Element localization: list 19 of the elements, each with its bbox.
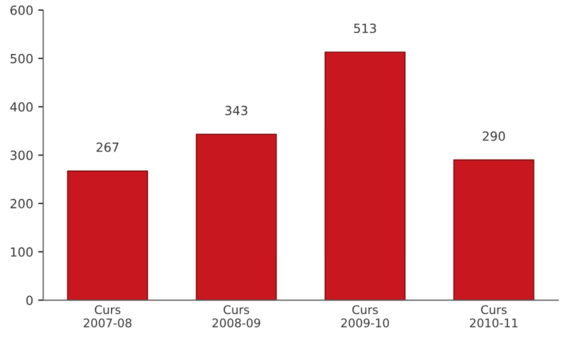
y-tick-label: 100 — [10, 247, 33, 257]
bar — [196, 134, 277, 300]
data-label: 267 — [96, 142, 118, 152]
y-tick-label: 0 — [26, 296, 33, 306]
bar — [324, 52, 406, 300]
y-tick-label: 500 — [10, 54, 33, 64]
data-label: 343 — [225, 106, 248, 116]
x-tick-label: Curs 2007-08 — [84, 305, 132, 328]
y-tick-label: 200 — [10, 198, 33, 208]
y-tick-label: 600 — [10, 6, 33, 15]
data-label: 513 — [354, 24, 376, 34]
x-tick-label: Curs 2009-10 — [341, 305, 389, 328]
bar — [453, 159, 534, 300]
data-label: 290 — [482, 131, 505, 141]
x-tick-label: Curs 2010-11 — [470, 305, 518, 328]
bar — [67, 170, 148, 300]
y-tick-label: 300 — [10, 150, 33, 160]
x-tick-label: Curs 2008-09 — [212, 305, 260, 328]
y-tick-label: 400 — [10, 102, 33, 112]
